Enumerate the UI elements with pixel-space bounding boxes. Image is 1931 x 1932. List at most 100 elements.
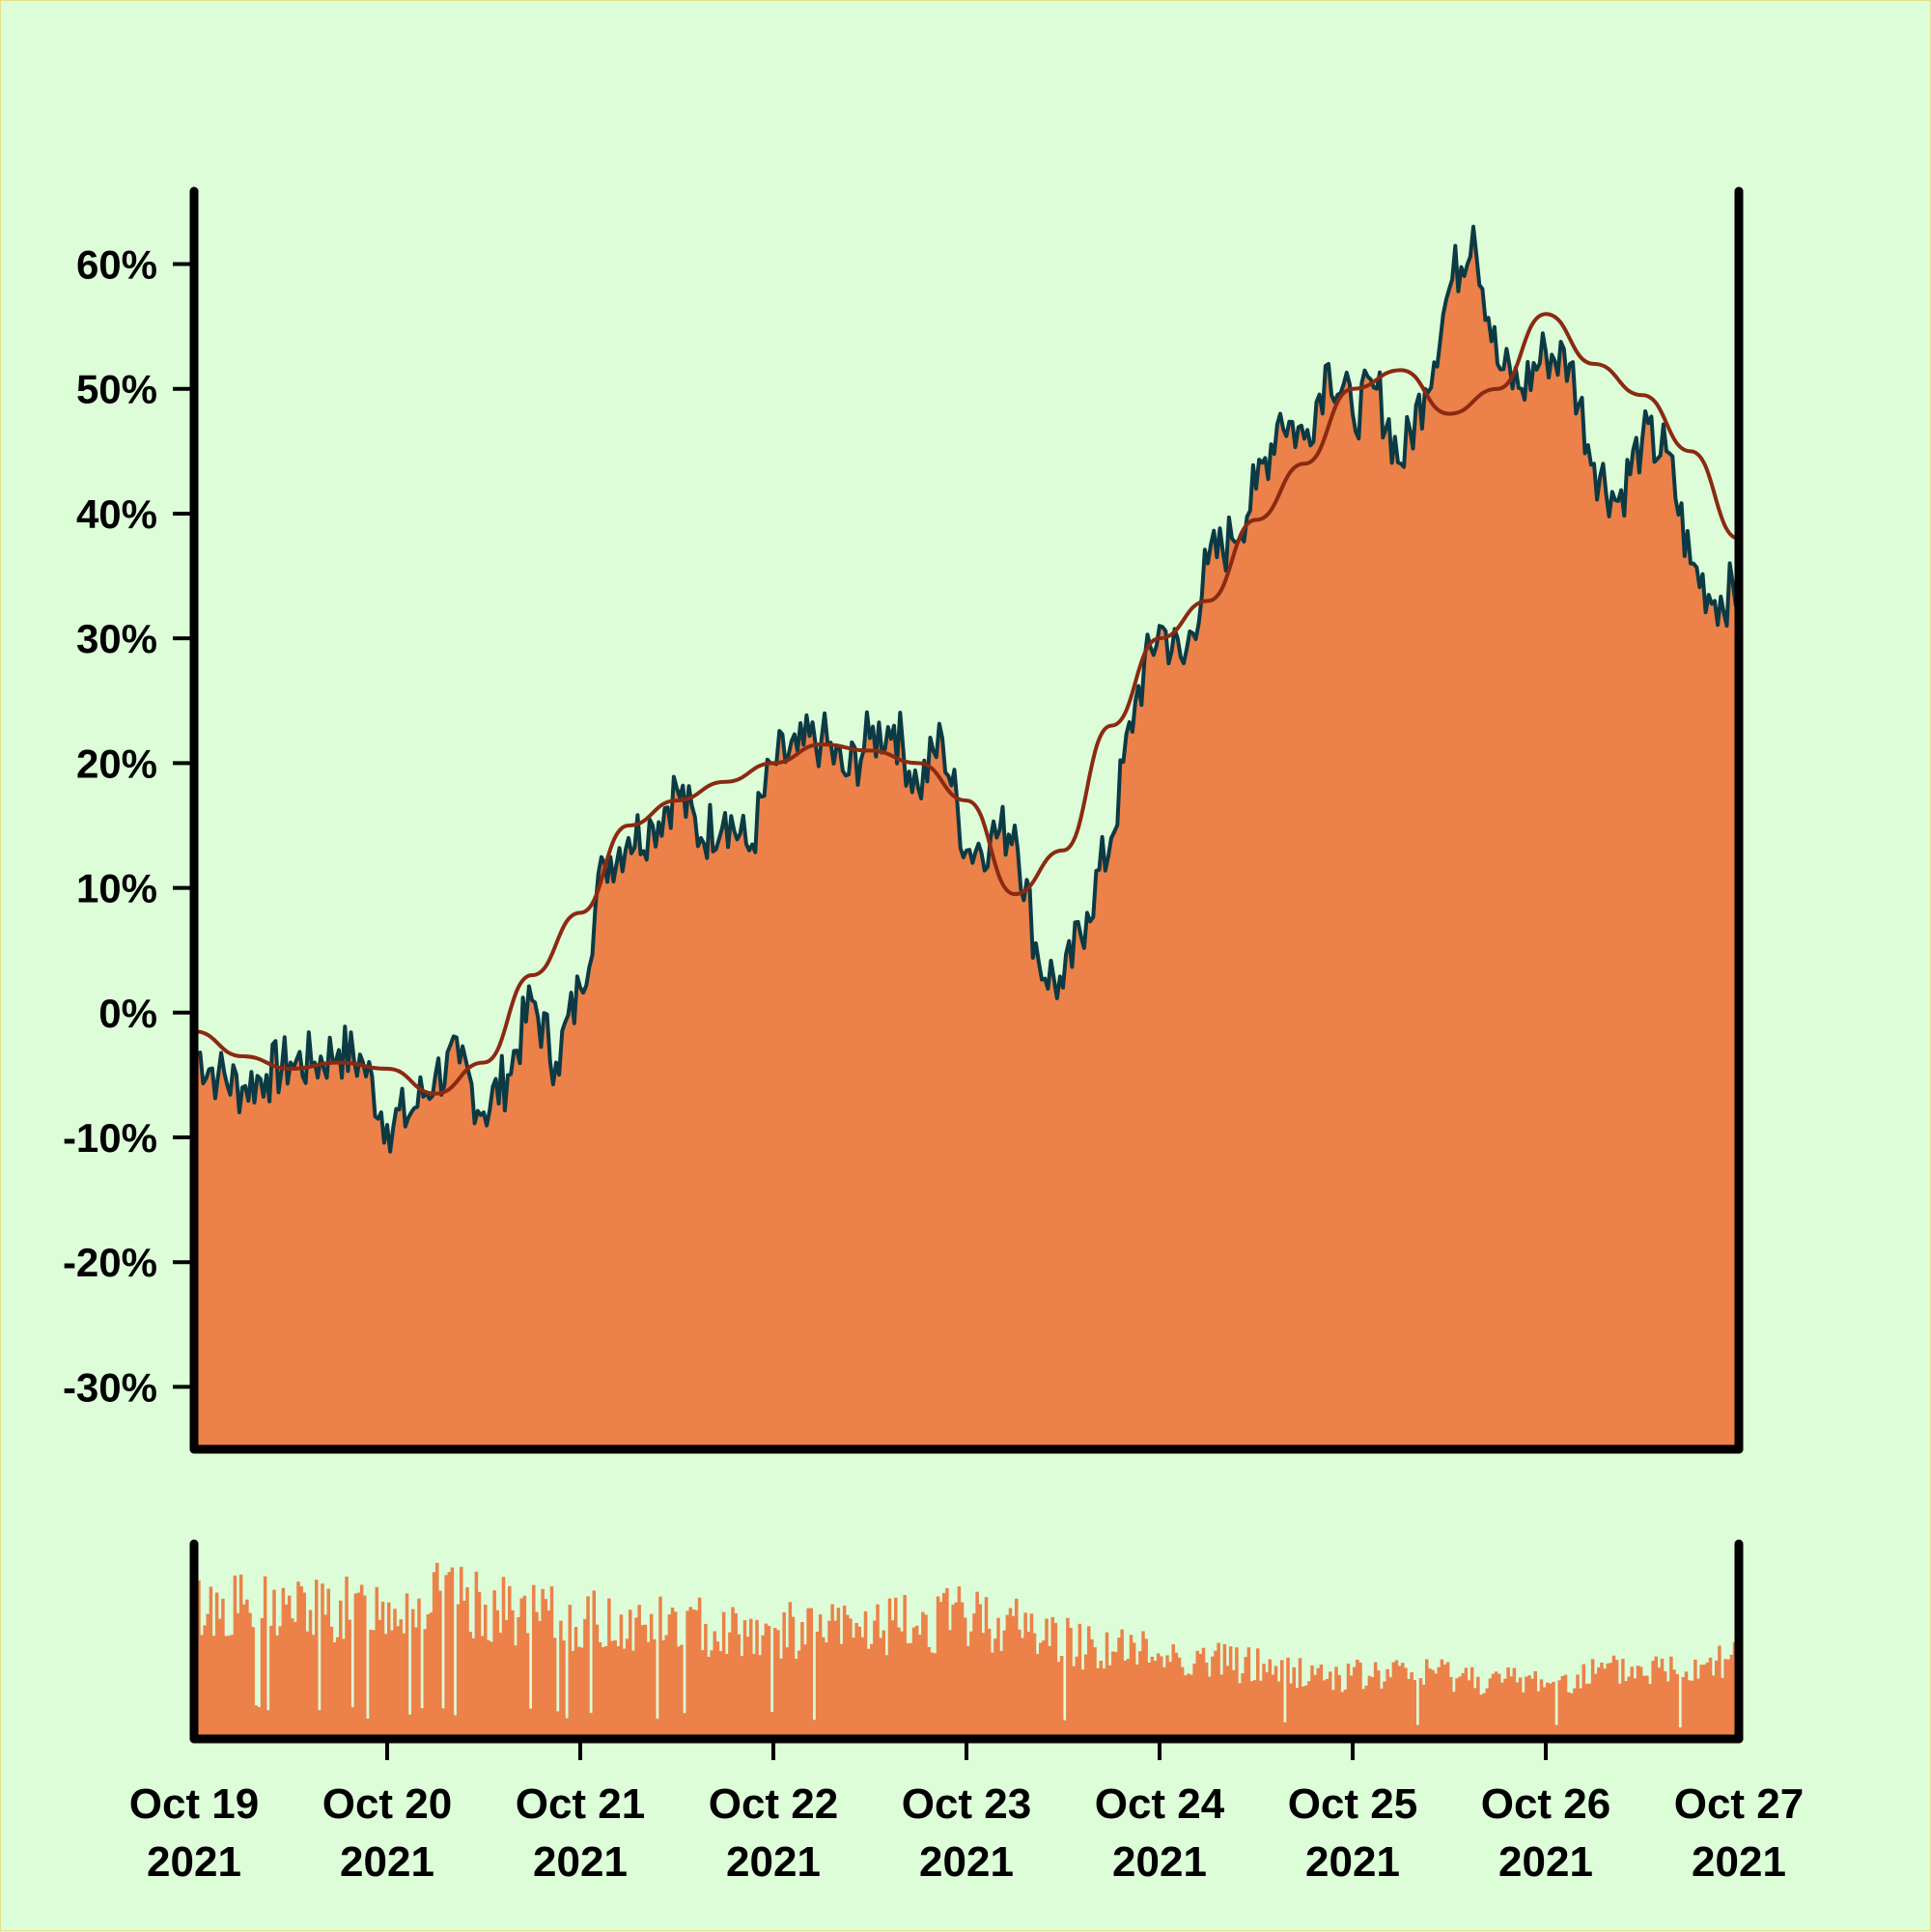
volume-bar: [1428, 1668, 1432, 1739]
volume-bar: [1627, 1676, 1631, 1739]
volume-bar: [474, 1571, 479, 1739]
volume-bar: [230, 1635, 235, 1739]
volume-bar: [1442, 1665, 1447, 1739]
volume-bar: [1718, 1645, 1721, 1739]
volume-bar: [948, 1630, 952, 1739]
volume-bar: [1021, 1638, 1024, 1739]
volume-bar: [532, 1584, 536, 1739]
volume-bar: [284, 1604, 289, 1739]
volume-bar: [646, 1641, 651, 1739]
volume-bar: [1123, 1660, 1128, 1739]
volume-bar: [248, 1612, 252, 1739]
volume-bar: [480, 1636, 485, 1739]
volume-bar: [1147, 1662, 1152, 1739]
volume-bar: [694, 1610, 699, 1739]
volume-bar: [884, 1655, 889, 1739]
volume-bar: [1035, 1653, 1040, 1739]
x-tick-label-date: Oct 21: [516, 1780, 646, 1828]
volume-bar: [1343, 1689, 1348, 1739]
volume-bar: [583, 1618, 587, 1739]
volume-bar: [1184, 1675, 1188, 1739]
volume-bar: [556, 1711, 560, 1739]
volume-bar: [574, 1627, 578, 1739]
volume-bar: [987, 1629, 992, 1739]
volume-bar: [1464, 1667, 1469, 1739]
volume-bar: [227, 1636, 231, 1739]
volume-bar: [1566, 1692, 1571, 1739]
volume-bar: [930, 1652, 935, 1739]
volume-bar: [296, 1582, 300, 1739]
volume-bar: [511, 1610, 515, 1739]
volume-bar: [598, 1641, 602, 1739]
volume-bar: [1273, 1666, 1278, 1739]
volume-bar: [477, 1591, 482, 1739]
x-tick-label-date: Oct 24: [1095, 1780, 1225, 1828]
volume-bar: [610, 1640, 614, 1739]
y-tick-label: 30%: [76, 616, 157, 661]
volume-bar: [616, 1646, 621, 1739]
volume-bar: [634, 1617, 638, 1739]
volume-bar: [321, 1583, 324, 1739]
volume-bar: [1557, 1680, 1562, 1739]
volume-bar: [197, 1580, 201, 1739]
volume-bar: [942, 1592, 946, 1739]
volume-bar: [613, 1639, 617, 1739]
volume-bar: [453, 1715, 458, 1739]
volume-bar: [462, 1600, 466, 1739]
volume-bar: [1337, 1674, 1341, 1739]
volume-bar: [996, 1617, 1000, 1739]
volume-bar: [378, 1619, 382, 1739]
volume-bar: [1590, 1659, 1595, 1739]
volume-bar: [1087, 1626, 1091, 1739]
volume-bar: [318, 1710, 322, 1739]
volume-bar: [1107, 1665, 1112, 1739]
volume-bar: [773, 1628, 777, 1739]
volume-bar: [1645, 1675, 1649, 1739]
volume-bar: [1654, 1656, 1659, 1739]
volume-bar: [1491, 1673, 1496, 1739]
volume-bar: [1452, 1692, 1456, 1739]
volume-bar: [383, 1634, 388, 1739]
x-tick-label-date: Oct 20: [322, 1780, 453, 1828]
volume-bar: [1410, 1672, 1413, 1739]
volume-bar: [670, 1608, 675, 1739]
volume-bar: [794, 1659, 798, 1739]
volume-bar: [900, 1631, 904, 1739]
volume-bar: [492, 1590, 496, 1739]
volume-bar: [1723, 1659, 1727, 1739]
volume-bar: [1111, 1651, 1115, 1739]
volume-bar: [1129, 1635, 1133, 1739]
volume-bar: [951, 1604, 955, 1739]
volume-bar: [957, 1586, 962, 1739]
volume-bar: [514, 1645, 518, 1739]
volume-bar: [625, 1638, 630, 1739]
volume-bar: [776, 1630, 780, 1739]
volume-bar: [1445, 1662, 1450, 1739]
volume-bar: [233, 1575, 238, 1739]
volume-bar: [1418, 1678, 1423, 1739]
volume-bar: [565, 1718, 569, 1739]
volume-bar: [1684, 1671, 1689, 1739]
volume-bar: [653, 1638, 657, 1739]
volume-bar: [311, 1635, 316, 1739]
volume-bar: [1069, 1627, 1073, 1739]
volume-bar: [1638, 1666, 1643, 1739]
volume-bar: [287, 1595, 292, 1739]
volume-bar: [1093, 1647, 1097, 1739]
volume-bar: [1153, 1661, 1158, 1739]
volume-bar: [764, 1623, 769, 1739]
volume-bar: [1018, 1629, 1021, 1739]
volume-bar: [1246, 1647, 1251, 1739]
volume-bar: [353, 1593, 358, 1739]
volume-bar: [999, 1650, 1003, 1739]
volume-bar: [1506, 1667, 1510, 1739]
volume-bar: [1039, 1642, 1043, 1739]
volume-bar: [411, 1609, 415, 1739]
volume-bar: [350, 1707, 355, 1739]
volume-bar: [441, 1708, 445, 1739]
volume-bar: [405, 1593, 409, 1739]
volume-bar: [305, 1631, 310, 1739]
volume-bar: [734, 1612, 738, 1739]
volume-bar: [1642, 1675, 1646, 1739]
volume-bar: [673, 1611, 678, 1739]
